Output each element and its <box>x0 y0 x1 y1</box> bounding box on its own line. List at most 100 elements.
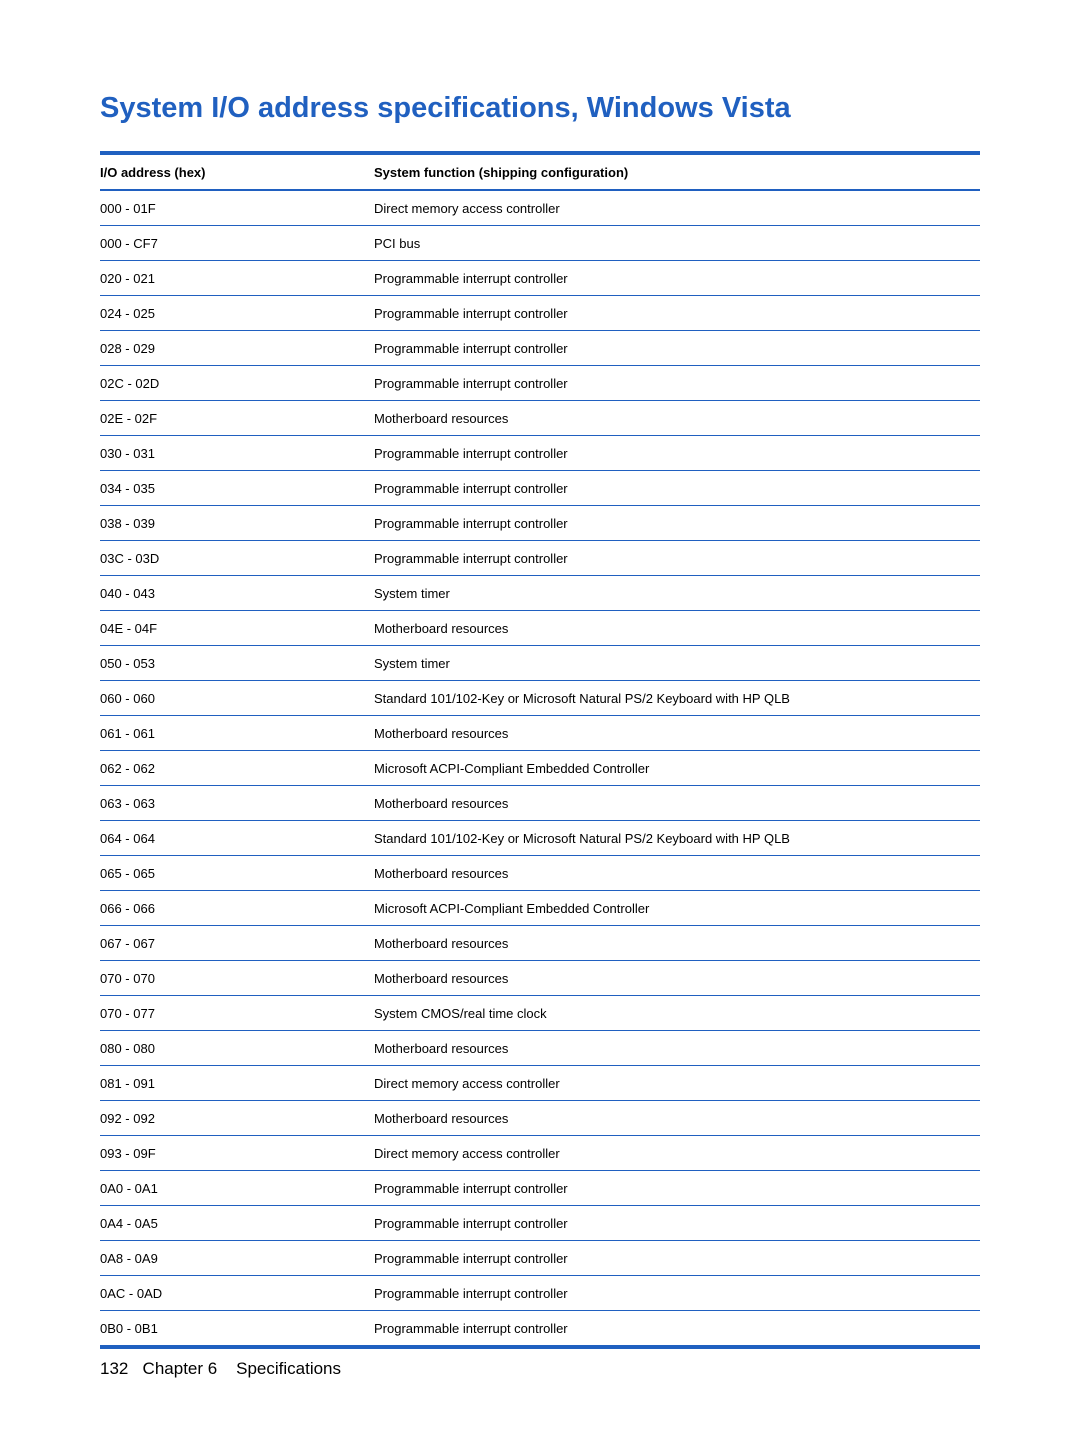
table-body: 000 - 01FDirect memory access controller… <box>100 190 980 1347</box>
table-row: 0A0 - 0A1Programmable interrupt controll… <box>100 1171 980 1206</box>
page-footer: 132 Chapter 6 Specifications <box>100 1359 341 1379</box>
cell-function: Motherboard resources <box>374 786 980 821</box>
table-row: 020 - 021Programmable interrupt controll… <box>100 261 980 296</box>
cell-address: 065 - 065 <box>100 856 374 891</box>
cell-address: 0B0 - 0B1 <box>100 1311 374 1348</box>
table-row: 0A4 - 0A5Programmable interrupt controll… <box>100 1206 980 1241</box>
cell-address: 03C - 03D <box>100 541 374 576</box>
table-row: 066 - 066Microsoft ACPI-Compliant Embedd… <box>100 891 980 926</box>
cell-function: Programmable interrupt controller <box>374 296 980 331</box>
cell-address: 070 - 077 <box>100 996 374 1031</box>
table-header-row: I/O address (hex) System function (shipp… <box>100 153 980 190</box>
cell-address: 0AC - 0AD <box>100 1276 374 1311</box>
cell-function: Direct memory access controller <box>374 1136 980 1171</box>
cell-address: 092 - 092 <box>100 1101 374 1136</box>
cell-address: 024 - 025 <box>100 296 374 331</box>
cell-function: Motherboard resources <box>374 401 980 436</box>
cell-function: PCI bus <box>374 226 980 261</box>
cell-address: 093 - 09F <box>100 1136 374 1171</box>
column-header-function: System function (shipping configuration) <box>374 153 980 190</box>
cell-function: Microsoft ACPI-Compliant Embedded Contro… <box>374 751 980 786</box>
cell-function: Direct memory access controller <box>374 190 980 226</box>
table-row: 063 - 063Motherboard resources <box>100 786 980 821</box>
cell-address: 080 - 080 <box>100 1031 374 1066</box>
cell-address: 034 - 035 <box>100 471 374 506</box>
cell-address: 0A0 - 0A1 <box>100 1171 374 1206</box>
table-row: 070 - 070Motherboard resources <box>100 961 980 996</box>
cell-address: 063 - 063 <box>100 786 374 821</box>
cell-address: 000 - 01F <box>100 190 374 226</box>
cell-function: Microsoft ACPI-Compliant Embedded Contro… <box>374 891 980 926</box>
table-row: 081 - 091Direct memory access controller <box>100 1066 980 1101</box>
cell-address: 020 - 021 <box>100 261 374 296</box>
cell-address: 0A4 - 0A5 <box>100 1206 374 1241</box>
cell-address: 070 - 070 <box>100 961 374 996</box>
cell-address: 04E - 04F <box>100 611 374 646</box>
table-row: 030 - 031Programmable interrupt controll… <box>100 436 980 471</box>
table-row: 0A8 - 0A9Programmable interrupt controll… <box>100 1241 980 1276</box>
table-row: 034 - 035Programmable interrupt controll… <box>100 471 980 506</box>
cell-function: Programmable interrupt controller <box>374 1311 980 1348</box>
cell-function: Motherboard resources <box>374 1101 980 1136</box>
table-row: 070 - 077System CMOS/real time clock <box>100 996 980 1031</box>
cell-function: Motherboard resources <box>374 961 980 996</box>
cell-address: 030 - 031 <box>100 436 374 471</box>
table-row: 038 - 039Programmable interrupt controll… <box>100 506 980 541</box>
cell-function: Programmable interrupt controller <box>374 331 980 366</box>
cell-address: 062 - 062 <box>100 751 374 786</box>
footer-page-number: 132 <box>100 1359 128 1378</box>
cell-function: Programmable interrupt controller <box>374 436 980 471</box>
cell-address: 061 - 061 <box>100 716 374 751</box>
cell-address: 02E - 02F <box>100 401 374 436</box>
cell-function: Programmable interrupt controller <box>374 506 980 541</box>
cell-function: Motherboard resources <box>374 926 980 961</box>
footer-section: Specifications <box>236 1359 341 1378</box>
io-address-table: I/O address (hex) System function (shipp… <box>100 151 980 1349</box>
cell-address: 066 - 066 <box>100 891 374 926</box>
cell-address: 081 - 091 <box>100 1066 374 1101</box>
cell-address: 040 - 043 <box>100 576 374 611</box>
footer-chapter: Chapter 6 <box>143 1359 218 1378</box>
cell-function: Direct memory access controller <box>374 1066 980 1101</box>
table-row: 0AC - 0ADProgrammable interrupt controll… <box>100 1276 980 1311</box>
table-row: 040 - 043System timer <box>100 576 980 611</box>
table-row: 092 - 092Motherboard resources <box>100 1101 980 1136</box>
cell-function: Programmable interrupt controller <box>374 1241 980 1276</box>
table-row: 000 - CF7PCI bus <box>100 226 980 261</box>
cell-function: Programmable interrupt controller <box>374 261 980 296</box>
table-row: 0B0 - 0B1Programmable interrupt controll… <box>100 1311 980 1348</box>
column-header-address: I/O address (hex) <box>100 153 374 190</box>
cell-address: 0A8 - 0A9 <box>100 1241 374 1276</box>
cell-address: 067 - 067 <box>100 926 374 961</box>
cell-function: Standard 101/102-Key or Microsoft Natura… <box>374 681 980 716</box>
cell-function: Programmable interrupt controller <box>374 471 980 506</box>
table-row: 060 - 060Standard 101/102-Key or Microso… <box>100 681 980 716</box>
table-row: 02C - 02DProgrammable interrupt controll… <box>100 366 980 401</box>
cell-function: Programmable interrupt controller <box>374 1206 980 1241</box>
cell-address: 000 - CF7 <box>100 226 374 261</box>
table-row: 024 - 025Programmable interrupt controll… <box>100 296 980 331</box>
cell-address: 028 - 029 <box>100 331 374 366</box>
cell-function: Programmable interrupt controller <box>374 1171 980 1206</box>
cell-function: System timer <box>374 576 980 611</box>
cell-function: Motherboard resources <box>374 611 980 646</box>
cell-function: Programmable interrupt controller <box>374 1276 980 1311</box>
cell-function: Motherboard resources <box>374 1031 980 1066</box>
table-row: 03C - 03DProgrammable interrupt controll… <box>100 541 980 576</box>
page-title: System I/O address specifications, Windo… <box>100 92 980 125</box>
cell-function: Motherboard resources <box>374 856 980 891</box>
table-row: 000 - 01FDirect memory access controller <box>100 190 980 226</box>
cell-address: 060 - 060 <box>100 681 374 716</box>
cell-function: Motherboard resources <box>374 716 980 751</box>
cell-function: Programmable interrupt controller <box>374 366 980 401</box>
table-row: 028 - 029Programmable interrupt controll… <box>100 331 980 366</box>
cell-address: 050 - 053 <box>100 646 374 681</box>
table-row: 064 - 064Standard 101/102-Key or Microso… <box>100 821 980 856</box>
cell-address: 064 - 064 <box>100 821 374 856</box>
table-row: 080 - 080Motherboard resources <box>100 1031 980 1066</box>
cell-function: Standard 101/102-Key or Microsoft Natura… <box>374 821 980 856</box>
table-row: 050 - 053System timer <box>100 646 980 681</box>
table-row: 04E - 04FMotherboard resources <box>100 611 980 646</box>
cell-address: 038 - 039 <box>100 506 374 541</box>
table-row: 02E - 02FMotherboard resources <box>100 401 980 436</box>
